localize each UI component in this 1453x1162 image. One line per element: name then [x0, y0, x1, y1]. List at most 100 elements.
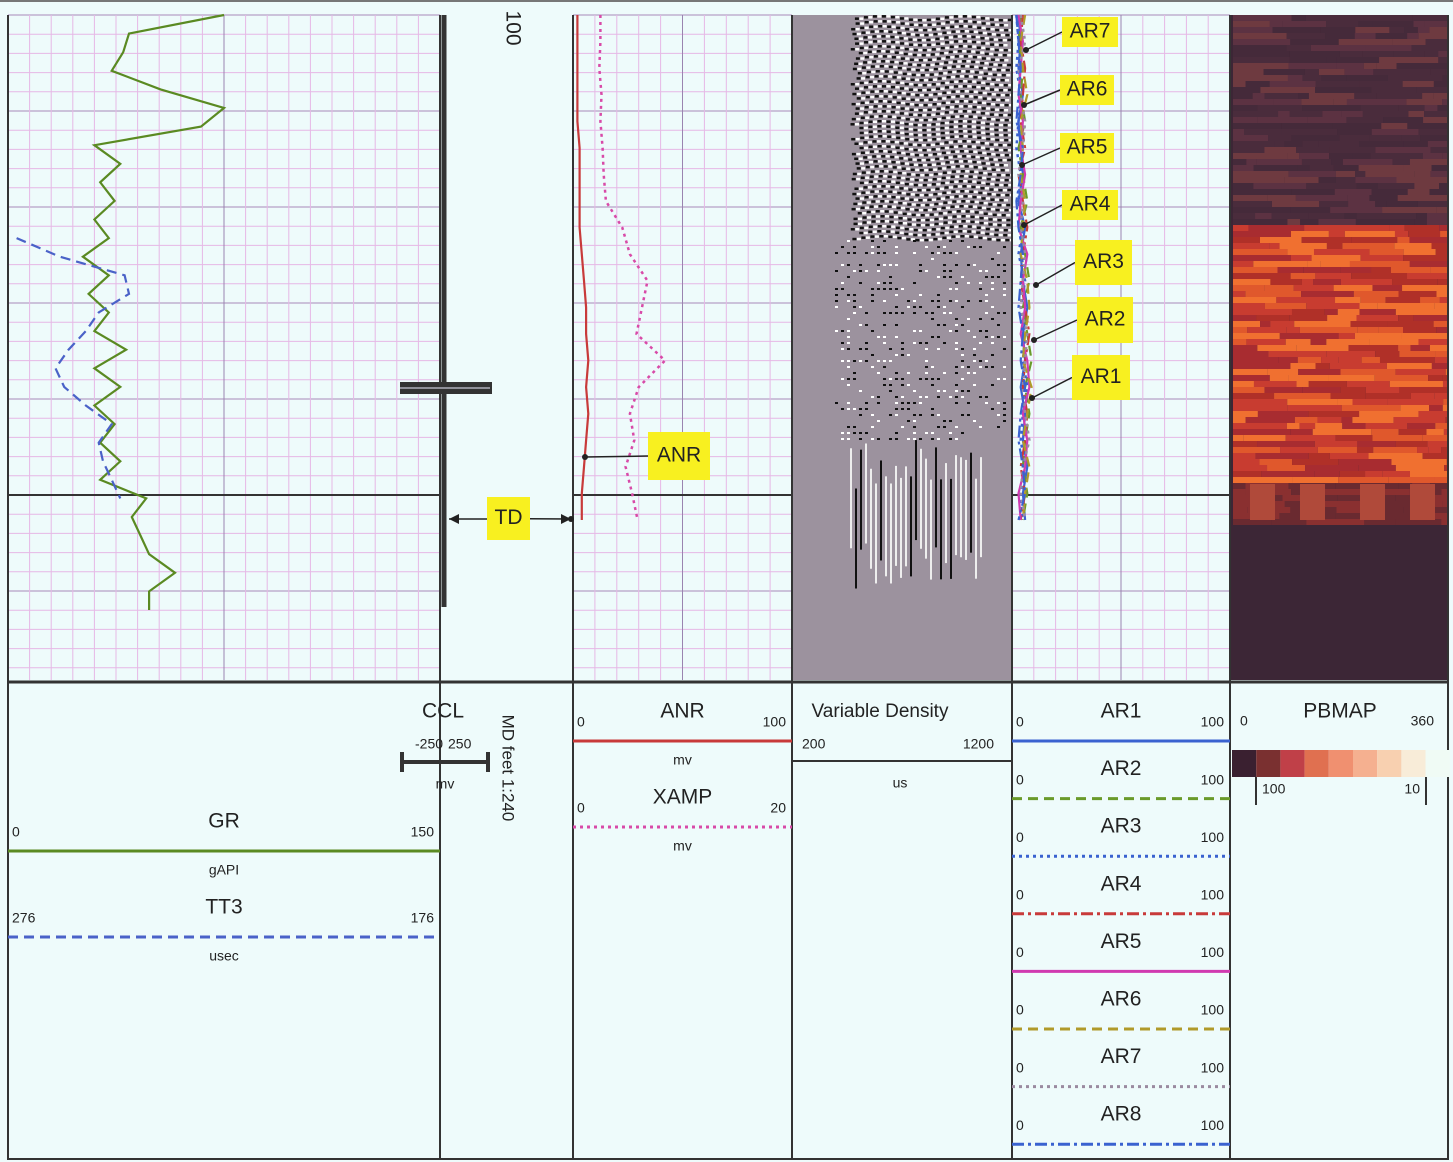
pbmap-cell: [1330, 393, 1366, 399]
vdl-stripe: [882, 225, 887, 228]
vdl-stripe: [981, 42, 986, 45]
vdl-stripe: [841, 408, 844, 410]
vdl-stripe: [956, 170, 961, 173]
vdl-stripe: [939, 37, 944, 41]
vdl-stripe: [1003, 113, 1008, 117]
pbmap-cell: [1409, 237, 1448, 243]
annotation-label: AR7: [1070, 20, 1111, 43]
vdl-stripe: [997, 213, 1002, 217]
vdl-stripe: [985, 336, 988, 338]
vdl-stripe: [895, 15, 900, 19]
annotation-box: [648, 432, 710, 480]
pbmap-cell: [1337, 495, 1376, 501]
vdl-stripe: [872, 15, 877, 18]
pbmap-cell: [1358, 465, 1396, 471]
curve-name: AR6: [1101, 988, 1142, 1011]
vdl-stripe: [978, 171, 983, 175]
pbmap-cell: [1407, 33, 1419, 39]
pbmap-cell: [1360, 484, 1385, 520]
vdl-stripe: [895, 414, 898, 416]
vdl-stripe: [909, 132, 914, 136]
vdl-stripe: [991, 168, 996, 172]
vdl-stripe: [915, 78, 920, 82]
vdl-stripe: [922, 228, 927, 232]
vdl-stripe: [993, 53, 998, 57]
vdl-stripe: [877, 180, 882, 183]
vdl-stripe: [949, 45, 954, 49]
pbmap-cell: [1233, 159, 1247, 165]
pbmap-cell: [1245, 417, 1295, 423]
vdl-stripe: [873, 80, 878, 83]
vdl-stripe: [1002, 53, 1007, 57]
pbmap-cell: [1377, 303, 1435, 309]
vdl-stripe: [948, 216, 953, 219]
pbmap-cell: [1233, 261, 1254, 267]
vdl-stripe: [941, 136, 946, 140]
vdl-stripe: [931, 43, 936, 47]
vdl-stripe: [867, 186, 872, 189]
vdl-stripe: [991, 276, 994, 278]
vdl-stripe: [895, 402, 898, 404]
curve: [16, 237, 131, 499]
vdl-stripe: [889, 378, 892, 380]
vdl-stripe: [960, 190, 965, 193]
vdl-stripe: [976, 121, 981, 124]
vdl-stripe: [913, 88, 918, 91]
vdl-stripe: [970, 200, 975, 204]
vdl-stripe: [969, 170, 974, 174]
vdl-stripe: [976, 81, 981, 84]
vdl-stripe: [989, 232, 994, 236]
pbmap-cell: [1363, 15, 1413, 21]
vdl-stripe: [996, 33, 1001, 37]
vdl-stripe: [972, 45, 977, 48]
vdl-stripe: [868, 180, 873, 183]
vdl-stripe: [868, 16, 873, 19]
pbmap-cell: [1362, 51, 1394, 57]
vdl-stripe: [939, 217, 944, 221]
vdl-stripe: [942, 77, 947, 80]
vdl-stripe: [990, 182, 995, 186]
vdl-stripe: [976, 146, 981, 149]
pbmap-cell: [1431, 165, 1448, 171]
vdl-stripe: [869, 115, 874, 118]
vdl-stripe: [978, 166, 983, 169]
vdl-stripe: [853, 378, 856, 380]
pbmap-cell: [1381, 483, 1399, 489]
vdl-stripe: [1007, 128, 1012, 132]
vdl-stripe: [864, 160, 869, 164]
pbmap-cell: [1355, 171, 1366, 177]
pbmap-cell: [1410, 393, 1435, 399]
pbmap-cell: [1233, 477, 1293, 483]
vdl-stripe: [950, 106, 955, 109]
pbmap-cell: [1233, 363, 1291, 369]
vdl-stripe: [961, 414, 964, 416]
pbmap-cell: [1403, 141, 1428, 147]
vdl-stripe: [931, 233, 936, 236]
vdl-stripe: [979, 426, 982, 428]
vdl-stripe: [1003, 198, 1008, 202]
pbmap-cell: [1271, 201, 1320, 207]
vdl-stripe: [943, 246, 946, 248]
vdl-stripe: [890, 155, 895, 159]
vdl-stripe: [959, 160, 964, 163]
vdl-stripe: [953, 155, 958, 158]
legend-line: [400, 752, 490, 772]
vdl-stripe: [931, 318, 934, 320]
vdl-stripe: [873, 45, 878, 48]
vdl-stripe: [864, 146, 869, 150]
vdl-stripe: [923, 58, 928, 62]
vdl-stripe: [878, 55, 883, 58]
vdl-stripe: [891, 130, 896, 133]
vdl-stripe: [949, 288, 952, 290]
vdl-stripe: [999, 163, 1004, 167]
vdl-stripe: [873, 160, 878, 163]
vdl-stripe: [924, 93, 929, 97]
vdl-stripe: [943, 324, 946, 326]
vdl-stripe: [877, 230, 882, 233]
pbmap-cell: [1433, 81, 1448, 87]
vdl-stripe: [957, 155, 962, 158]
pbmap-cell: [1233, 27, 1273, 33]
vdl-stripe: [972, 20, 977, 24]
pbmap-cell: [1233, 231, 1291, 237]
vdl-stripe: [847, 360, 850, 362]
